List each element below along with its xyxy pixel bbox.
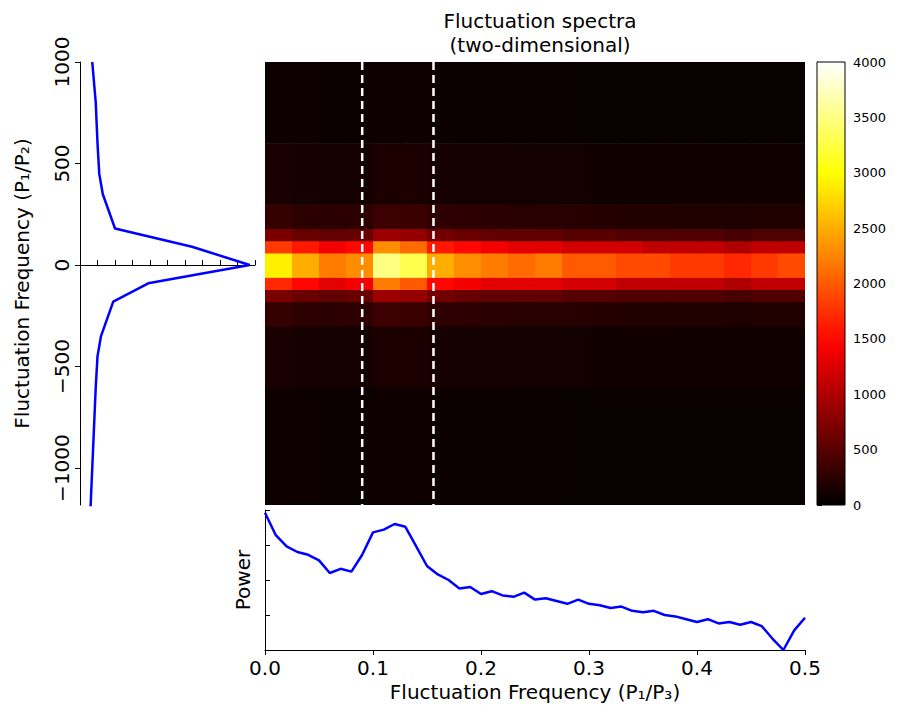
- svg-text:2500: 2500: [853, 221, 886, 236]
- svg-text:Fluctuation spectra: Fluctuation spectra: [444, 9, 637, 33]
- svg-text:0.4: 0.4: [681, 656, 713, 680]
- svg-text:500: 500: [50, 144, 74, 182]
- svg-text:1000: 1000: [853, 387, 886, 402]
- svg-text:3000: 3000: [853, 165, 886, 180]
- svg-text:2000: 2000: [853, 276, 886, 291]
- svg-text:Fluctuation Frequency (P₁/P₃): Fluctuation Frequency (P₁/P₃): [390, 680, 680, 704]
- svg-text:3500: 3500: [853, 110, 886, 125]
- svg-text:0: 0: [50, 259, 74, 272]
- svg-text:−500: −500: [50, 339, 74, 394]
- svg-text:500: 500: [853, 442, 878, 457]
- svg-text:0.0: 0.0: [249, 656, 281, 680]
- svg-text:4000: 4000: [853, 55, 886, 70]
- svg-text:Fluctuation Frequency (P₁/P₂): Fluctuation Frequency (P₁/P₂): [10, 138, 34, 428]
- svg-text:0.1: 0.1: [357, 656, 389, 680]
- svg-text:0.5: 0.5: [789, 656, 821, 680]
- svg-text:0: 0: [853, 498, 861, 513]
- svg-text:0.2: 0.2: [465, 656, 497, 680]
- svg-text:1500: 1500: [853, 331, 886, 346]
- svg-text:−1000: −1000: [50, 434, 74, 502]
- svg-text:(two-dimensional): (two-dimensional): [449, 33, 630, 57]
- svg-text:1000: 1000: [50, 37, 74, 88]
- svg-text:0.3: 0.3: [573, 656, 605, 680]
- svg-text:Power: Power: [231, 549, 255, 610]
